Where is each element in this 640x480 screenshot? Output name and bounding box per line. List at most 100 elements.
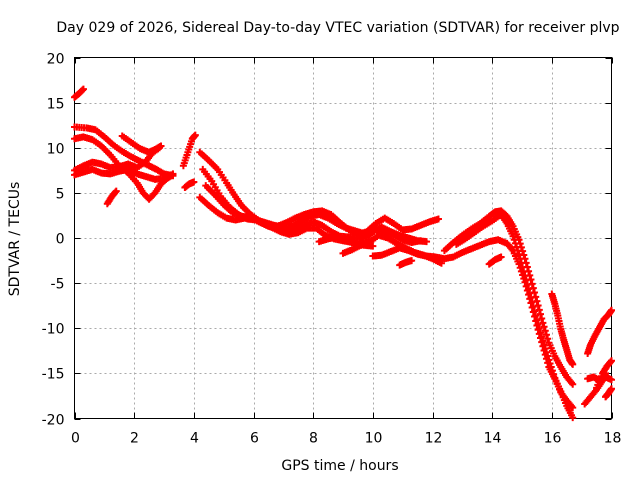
data-point	[515, 250, 523, 258]
data-point	[608, 306, 615, 314]
x-tick-label: 14	[484, 431, 502, 447]
series-trace-18	[452, 211, 577, 412]
data-point	[569, 414, 577, 422]
data-point	[536, 329, 544, 337]
data-point	[608, 357, 615, 365]
data-point	[538, 333, 546, 341]
x-tick-label: 10	[365, 431, 383, 447]
data-point	[542, 348, 550, 356]
data-point	[511, 239, 519, 247]
data-point	[497, 253, 505, 261]
data-point	[526, 289, 534, 297]
y-tick-label: -5	[51, 277, 65, 293]
data-point	[533, 316, 541, 324]
series-trace-6	[118, 132, 165, 156]
series-trace-5	[71, 165, 177, 183]
x-tick-label: 2	[130, 431, 139, 447]
x-tick-label: 18	[604, 431, 622, 447]
y-tick-label: -10	[42, 322, 65, 338]
data-point	[517, 259, 525, 267]
data-points	[71, 85, 615, 422]
data-point	[525, 285, 533, 293]
y-tick-label: 5	[56, 187, 65, 203]
data-point	[509, 232, 517, 240]
series-trace-10	[196, 148, 442, 238]
x-tick-label: 6	[250, 431, 259, 447]
data-point	[542, 331, 550, 339]
series-trace-24	[584, 306, 615, 358]
series-trace-9	[181, 178, 198, 191]
x-tick-label: 4	[190, 431, 199, 447]
series-trace-8	[179, 131, 199, 170]
data-point	[546, 359, 554, 367]
data-point	[544, 352, 552, 360]
data-point	[540, 323, 548, 331]
data-point	[540, 341, 548, 349]
x-tick-label: 8	[309, 431, 318, 447]
data-point	[539, 319, 547, 327]
y-axis-label: SDTVAR / TECUs	[7, 182, 23, 297]
series-trace-25	[593, 357, 615, 392]
data-point	[519, 263, 527, 271]
y-tick-label: -20	[42, 413, 65, 429]
series-trace-19	[396, 257, 416, 269]
y-tick-label: 0	[56, 232, 65, 248]
data-point	[541, 327, 549, 335]
data-point	[548, 367, 556, 375]
data-point	[423, 238, 431, 246]
axis-ticks: 0 2 4 6 8 10 12 14 16 18 -20 -15 -10 -5 0 5 10 15 20	[42, 52, 622, 447]
data-point	[529, 303, 537, 311]
data-point	[531, 307, 539, 315]
data-point	[534, 302, 542, 310]
series-trace-15	[339, 241, 365, 257]
data-point	[79, 85, 87, 93]
series-trace-1	[71, 85, 87, 101]
data-point	[550, 370, 558, 378]
data-point	[513, 243, 521, 251]
data-point	[544, 335, 552, 343]
series-trace-3	[71, 133, 177, 203]
x-tick-label: 0	[71, 431, 80, 447]
data-point	[514, 247, 522, 255]
data-point	[369, 242, 377, 250]
data-point	[539, 337, 547, 345]
data-point	[569, 380, 577, 388]
data-point	[538, 315, 546, 323]
data-point	[408, 257, 416, 265]
x-axis-label: GPS time / hours	[281, 458, 398, 474]
data-point	[535, 306, 543, 314]
data-point	[541, 344, 549, 352]
data-point	[569, 404, 577, 412]
data-point	[191, 131, 199, 139]
data-point	[520, 268, 528, 276]
data-point	[521, 272, 529, 280]
data-point	[545, 356, 553, 364]
series-trace-7	[103, 187, 120, 208]
series-trace-21	[548, 290, 577, 368]
data-point	[535, 324, 543, 332]
data-point	[510, 236, 518, 244]
data-point	[532, 312, 540, 320]
grid	[74, 57, 612, 419]
x-tick-label: 12	[425, 431, 443, 447]
data-point	[528, 298, 536, 306]
data-point	[547, 363, 555, 371]
data-point	[417, 237, 425, 245]
data-point	[357, 241, 365, 249]
data-point	[527, 294, 535, 302]
series-trace-20	[485, 253, 505, 268]
data-point	[190, 178, 198, 186]
data-point	[536, 310, 544, 318]
data-point	[569, 360, 577, 368]
chart-title: Day 029 of 2026, Sidereal Day-to-day VTE…	[56, 20, 619, 36]
data-point	[169, 170, 177, 178]
data-point	[608, 385, 615, 393]
data-point	[608, 376, 615, 384]
data-point	[112, 187, 120, 195]
x-tick-label: 16	[544, 431, 562, 447]
y-tick-label: 20	[47, 52, 65, 68]
data-point	[157, 142, 165, 150]
series-trace-26	[602, 385, 615, 401]
y-tick-label: 10	[47, 142, 65, 158]
